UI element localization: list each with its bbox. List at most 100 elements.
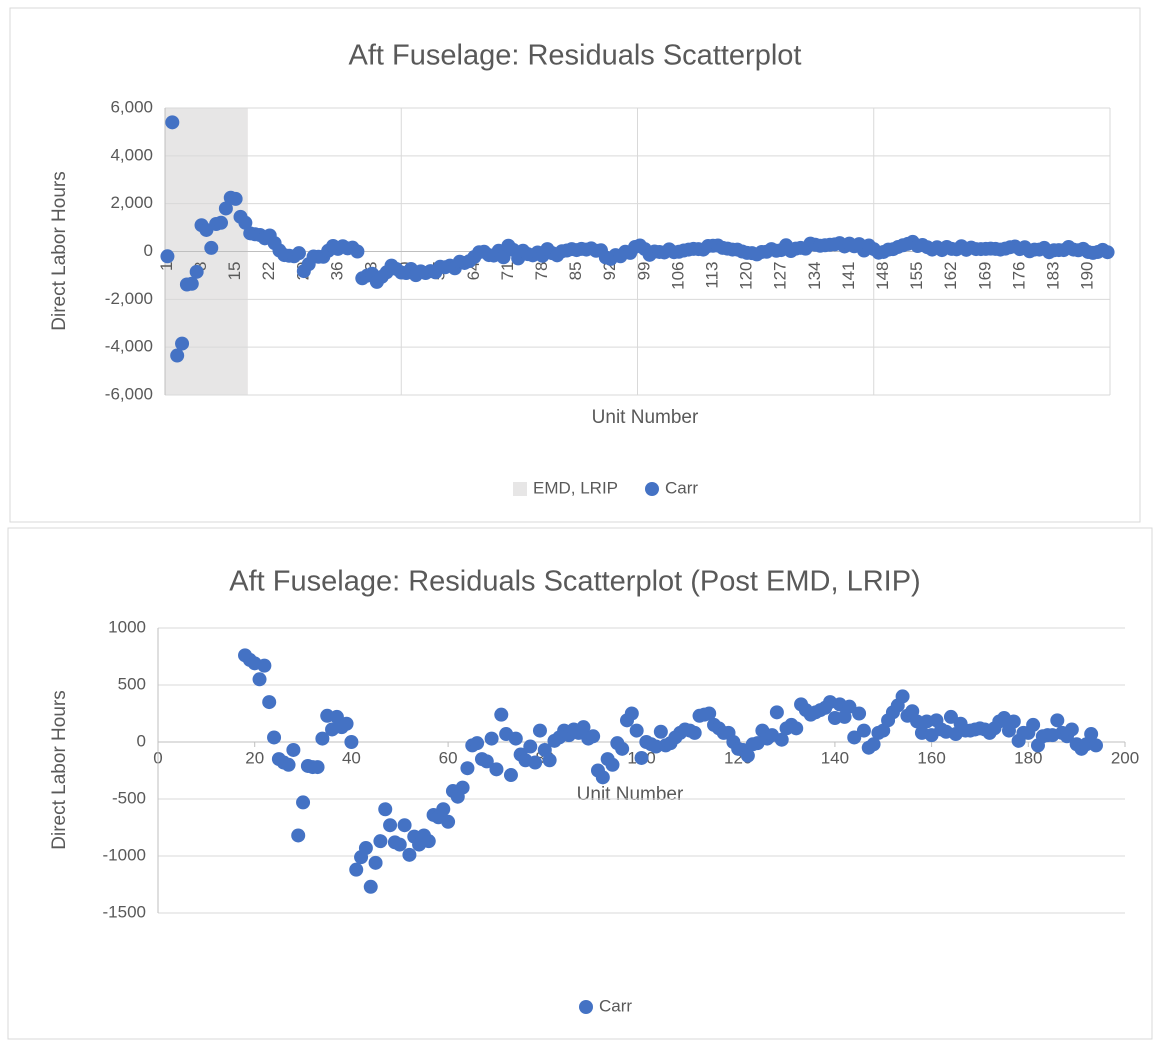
scatter-point — [392, 837, 407, 852]
scatter-point — [291, 246, 306, 261]
scatter-point — [184, 276, 199, 291]
scatter-point — [1006, 714, 1021, 729]
scatter-point — [740, 748, 755, 763]
scatter-point — [1084, 727, 1099, 742]
scatter-point — [586, 729, 601, 744]
x-tick-label: 1 — [157, 262, 176, 271]
scatter-point — [605, 757, 620, 772]
scatter-point — [484, 731, 499, 746]
scatter-point — [214, 215, 229, 230]
scatter-point — [238, 215, 253, 230]
scatter-point — [470, 736, 485, 751]
x-tick-label: 113 — [702, 262, 721, 289]
x-tick-label: 120 — [737, 262, 756, 290]
scatter-point — [494, 707, 509, 722]
scatter-point — [576, 720, 591, 735]
legend-swatch — [513, 482, 527, 496]
scatter-point — [160, 249, 175, 264]
x-tick-label: 85 — [566, 262, 585, 281]
x-tick-label: 20 — [245, 748, 264, 767]
scatter-point — [503, 768, 518, 783]
x-tick-label: 160 — [917, 748, 945, 767]
scatter-point — [291, 828, 306, 843]
scatter-point — [542, 753, 557, 768]
x-tick-label: 71 — [498, 261, 517, 280]
y-tick-label: 0 — [137, 731, 146, 750]
scatter-point — [1088, 738, 1103, 753]
x-tick-label: 162 — [941, 262, 960, 290]
scatter-point — [189, 264, 204, 279]
scatter-point — [910, 714, 925, 729]
scatter-point — [532, 723, 547, 738]
scatter-point — [296, 795, 311, 810]
scatter-point — [508, 731, 523, 746]
x-tick-label: 60 — [439, 748, 458, 767]
scatter-point — [286, 742, 301, 757]
scatter-point — [228, 191, 243, 206]
scatter-point — [1100, 245, 1115, 260]
scatter-point — [653, 724, 668, 739]
x-tick-label: 22 — [259, 262, 278, 281]
x-axis-label: Unit Number — [577, 784, 684, 805]
x-tick-label: 106 — [668, 262, 687, 290]
scatter-point — [528, 755, 543, 770]
y-tick-label: 6,000 — [110, 97, 153, 116]
scatter-point — [175, 336, 190, 351]
x-tick-label: 148 — [873, 262, 892, 290]
y-axis-label: Direct Labor Hours — [49, 171, 70, 330]
legend-label: Carr — [665, 478, 698, 497]
scatter-point — [866, 737, 881, 752]
scatter-point — [774, 732, 789, 747]
scatter-point — [1064, 722, 1079, 737]
scatter-point — [687, 725, 702, 740]
y-tick-label: -500 — [112, 788, 146, 807]
scatter-point — [252, 672, 267, 687]
x-tick-label: 180 — [1014, 748, 1042, 767]
scatter-point — [1050, 713, 1065, 728]
x-tick-label: 15 — [225, 262, 244, 281]
y-tick-label: 0 — [144, 241, 153, 260]
scatter-point — [402, 847, 417, 862]
chart-title: Aft Fuselage: Residuals Scatterplot (Pos… — [229, 566, 920, 598]
scatter-point — [218, 201, 233, 216]
y-axis-label: Direct Labor Hours — [49, 690, 70, 849]
scatter-point — [489, 762, 504, 777]
scatter-point — [595, 770, 610, 785]
scatter-point — [460, 761, 475, 776]
scatter-point — [789, 721, 804, 736]
scatter-point — [397, 818, 412, 833]
scatter-point — [634, 750, 649, 765]
x-tick-label: 99 — [634, 262, 653, 281]
scatter-point — [310, 760, 325, 775]
x-tick-label: 140 — [821, 748, 849, 767]
scatter-point — [204, 240, 219, 255]
scatter-point — [421, 834, 436, 849]
x-tick-label: 190 — [1078, 262, 1097, 290]
y-tick-label: -1000 — [103, 845, 146, 864]
y-tick-label: 2,000 — [110, 193, 153, 212]
scatter-point — [455, 780, 470, 795]
scatter-point — [1026, 717, 1041, 732]
x-tick-label: 92 — [600, 262, 619, 281]
scatter-point — [344, 735, 359, 749]
x-tick-label: 134 — [805, 262, 824, 290]
scatter-point — [852, 706, 867, 721]
legend-swatch — [645, 482, 659, 496]
x-axis-label: Unit Number — [592, 407, 699, 428]
scatter-point — [769, 705, 784, 720]
scatter-point — [315, 731, 330, 746]
x-tick-label: 40 — [342, 748, 361, 767]
scatter-point — [702, 706, 717, 721]
scatter-point — [339, 716, 354, 731]
x-tick-label: 36 — [327, 262, 346, 281]
scatter-point — [373, 834, 388, 849]
y-tick-label: -1500 — [103, 902, 146, 921]
scatter-point — [895, 689, 910, 704]
scatter-point — [943, 709, 958, 724]
scatter-point — [262, 695, 277, 710]
y-tick-label: 1000 — [108, 617, 146, 636]
scatter-point — [358, 841, 373, 856]
legend-label: EMD, LRIP — [533, 478, 618, 497]
y-tick-label: 500 — [118, 674, 146, 693]
